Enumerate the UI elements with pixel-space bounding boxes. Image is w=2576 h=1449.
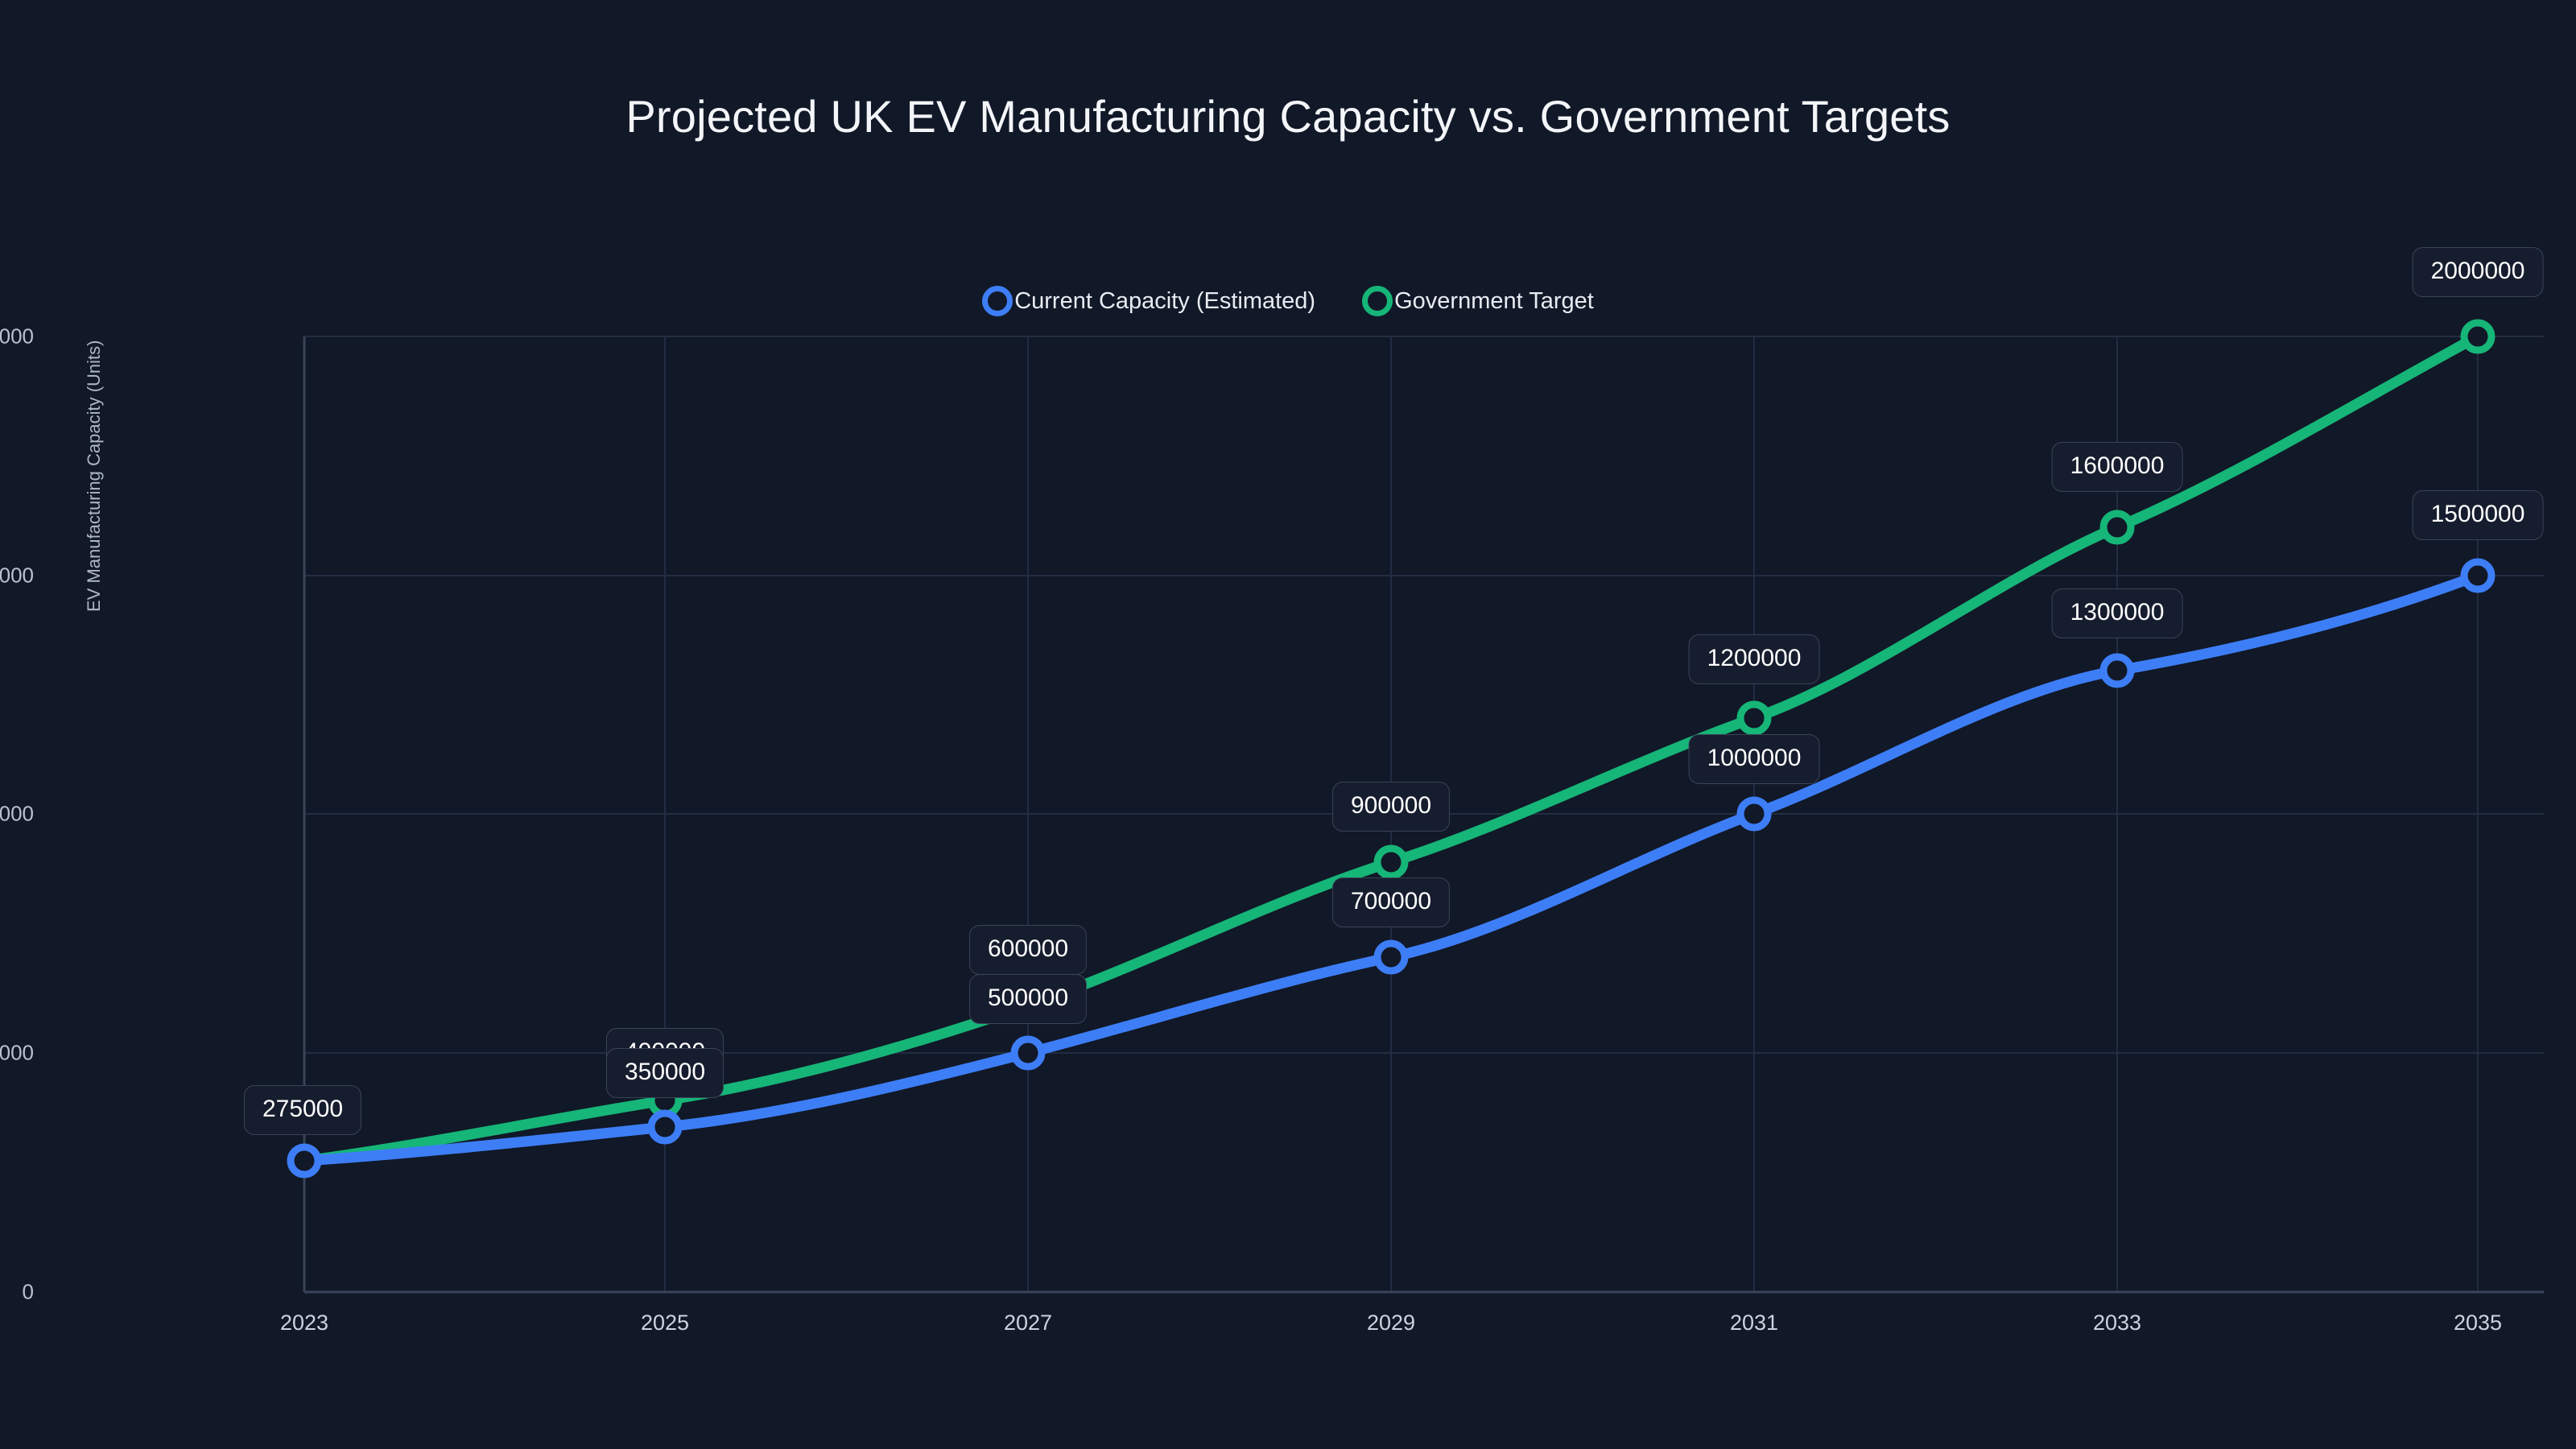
data-label-government-target-2029: 900000 [1331, 782, 1451, 832]
x-tick-label-2033: 2033 [2092, 1311, 2142, 1335]
chart-title: Projected UK EV Manufacturing Capacity v… [625, 91, 1951, 142]
x-tick-label-2023: 2023 [279, 1311, 329, 1335]
y-tick-label-1500000: 1,500,000 [0, 563, 34, 588]
x-tick-label-2035: 2035 [2453, 1311, 2503, 1335]
data-label-current-capacity-2035: 1500000 [2412, 490, 2544, 540]
circle-outline-icon [982, 286, 1013, 316]
y-tick-label-2000000: 2,000,000 [0, 324, 34, 349]
series-markers-government-target [647, 319, 2496, 1118]
legend-item-current-capacity[interactable]: Current Capacity (Estimated) [982, 286, 1315, 316]
legend-item-government-target[interactable]: Government Target [1362, 286, 1594, 316]
y-tick-label-1000000: 1,000,000 [0, 801, 34, 826]
legend-label-current-capacity: Current Capacity (Estimated) [1014, 287, 1316, 314]
data-label-government-target-2033: 1600000 [2051, 442, 2183, 492]
legend-label-government-target: Government Target [1394, 287, 1594, 314]
series-markers-current-capacity [287, 558, 2496, 1179]
data-label-current-capacity-2023: 275000 [243, 1085, 362, 1135]
data-label-current-capacity-2025: 350000 [605, 1048, 724, 1098]
data-label-current-capacity-2027: 500000 [968, 974, 1088, 1024]
circle-outline-icon [1362, 286, 1393, 316]
x-tick-label-2029: 2029 [1366, 1311, 1416, 1335]
y-tick-label-0: 0 [22, 1279, 34, 1304]
data-label-current-capacity-2033: 1300000 [2051, 588, 2183, 638]
data-label-government-target-2027: 600000 [968, 925, 1088, 975]
x-tick-label-2031: 2031 [1729, 1311, 1779, 1335]
x-tick-label-2025: 2025 [640, 1311, 690, 1335]
chart-legend: Current Capacity (Estimated) Government … [0, 286, 2576, 316]
data-label-government-target-2031: 1200000 [1688, 634, 1820, 684]
data-label-current-capacity-2029: 700000 [1331, 877, 1451, 927]
y-tick-label-500000: 500,000 [0, 1040, 34, 1065]
data-label-government-target-2035: 2000000 [2412, 247, 2544, 297]
x-tick-label-2027: 2027 [1003, 1311, 1053, 1335]
data-label-current-capacity-2031: 1000000 [1688, 734, 1820, 784]
